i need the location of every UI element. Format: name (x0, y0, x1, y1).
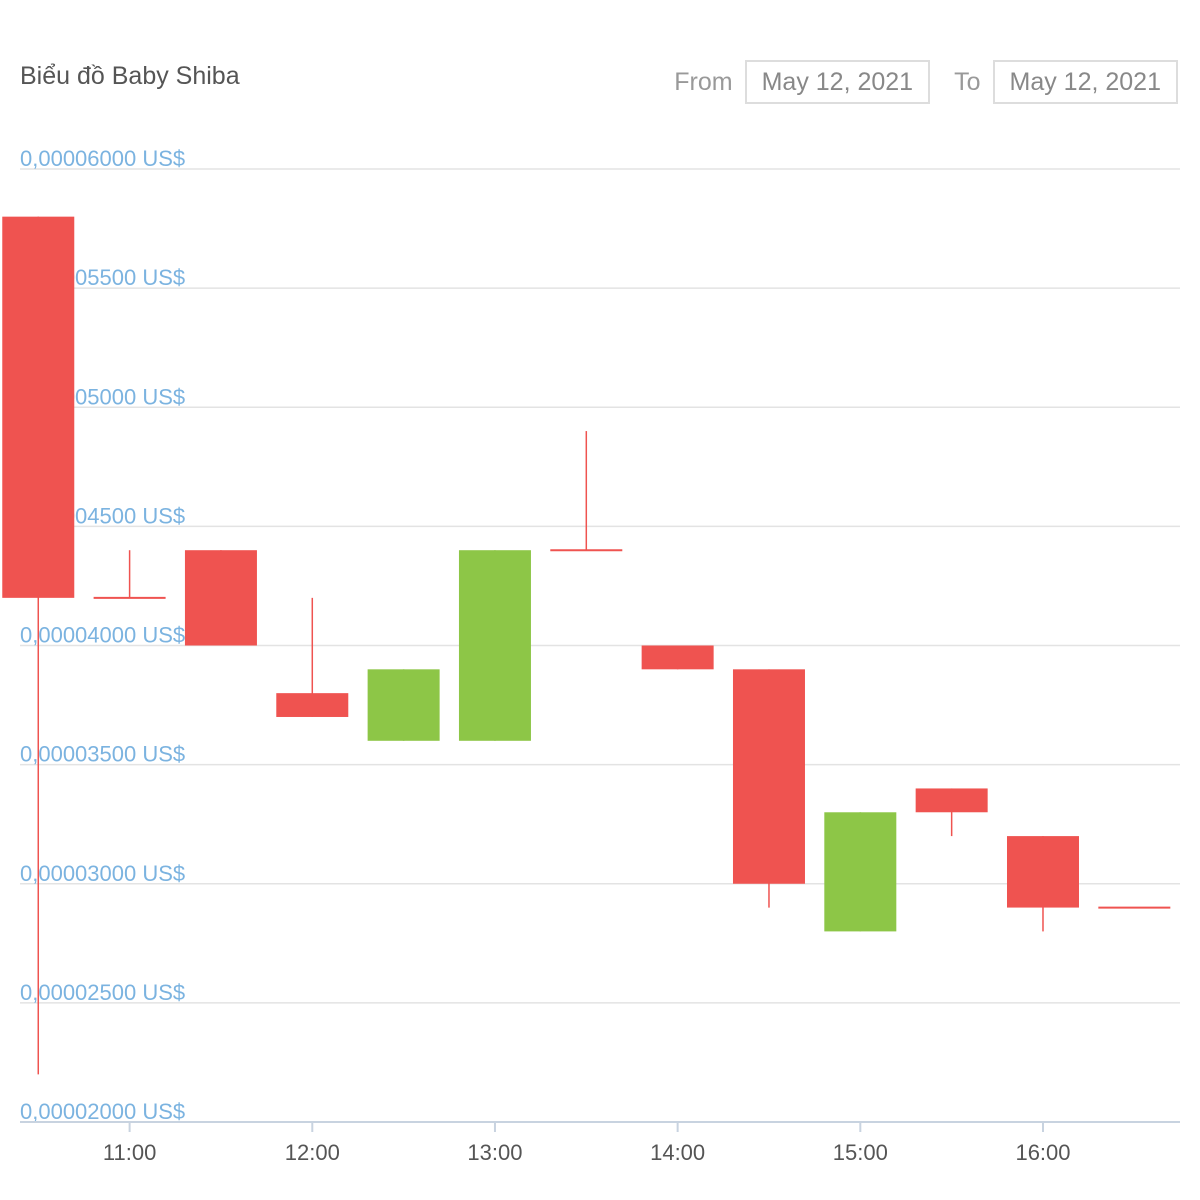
from-date-input[interactable]: May 12, 2021 (744, 60, 931, 104)
x-tick-label: 13:00 (467, 1140, 522, 1165)
candle-body (184, 550, 257, 646)
candle (732, 669, 805, 908)
candle-body (915, 788, 988, 813)
to-label: To (954, 67, 981, 96)
x-tick-label: 16:00 (1015, 1140, 1070, 1165)
candles (2, 216, 1171, 1075)
candle-body (367, 669, 440, 741)
y-tick-label: 0,00002500 US$ (20, 980, 185, 1005)
candle-body (458, 550, 531, 741)
x-tick-label: 15:00 (833, 1140, 888, 1165)
from-label: From (674, 67, 733, 96)
candle-body (641, 645, 714, 670)
candle-body (1006, 836, 1079, 908)
candle-body (276, 693, 349, 717)
y-tick-label: 0,00003000 US$ (20, 861, 185, 886)
candle (1006, 836, 1079, 932)
candle (276, 597, 349, 717)
candle-body (2, 216, 75, 598)
x-tick-label: 11:00 (103, 1140, 156, 1165)
candle (824, 812, 897, 932)
chart-title: Biểu đồ Baby Shiba (20, 62, 240, 90)
candle (550, 431, 623, 552)
x-axis: 11:00 12:00 13:00 14:00 15:00 16:00 (20, 1121, 1180, 1165)
candle (367, 669, 440, 741)
date-range: From May 12, 2021 To May 12, 2021 (650, 60, 1178, 104)
y-tick-label: 0,00004000 US$ (20, 623, 185, 648)
candle (915, 788, 988, 837)
candle (641, 645, 714, 670)
candle (184, 550, 257, 646)
candle-body (732, 669, 805, 884)
candle (2, 216, 75, 1075)
x-tick-label: 12:00 (285, 1140, 340, 1165)
x-tick-label: 14:00 (650, 1140, 705, 1165)
candle (458, 550, 531, 741)
y-tick-label: 0,00002000 US$ (20, 1099, 185, 1124)
candle (93, 550, 166, 599)
y-tick-label: 0,00003500 US$ (20, 742, 185, 767)
grid-lines (20, 168, 1180, 1004)
y-tick-label: 0,00006000 US$ (20, 146, 185, 171)
candle-body (824, 812, 897, 932)
to-date-input[interactable]: May 12, 2021 (992, 60, 1178, 104)
